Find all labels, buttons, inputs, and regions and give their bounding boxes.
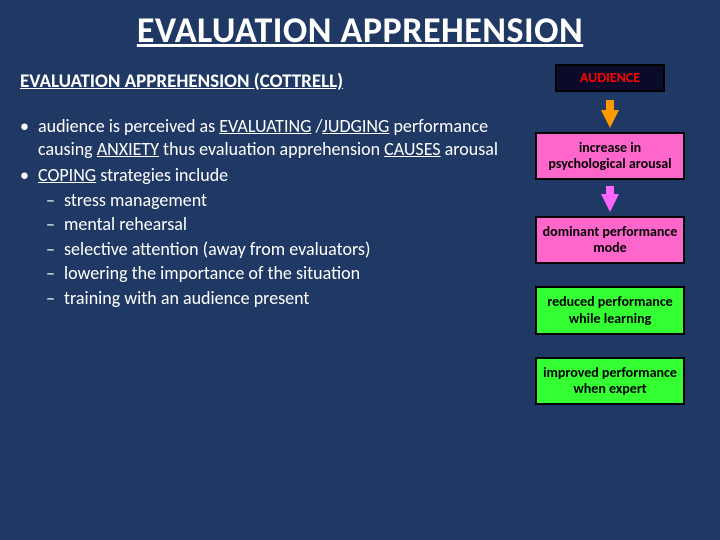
sub-bullet-item: selective attention (away from evaluator… <box>38 238 508 261</box>
bullet-item: COPING strategies include stress managem… <box>20 164 508 309</box>
arrow-down-icon <box>601 194 619 212</box>
body-row: EVALUATION APPREHENSION (COTTRELL) audie… <box>20 58 700 540</box>
diagram-box-dominant: dominant performance mode <box>535 216 685 264</box>
sub-bullet-list: stress management mental rehearsal selec… <box>38 189 508 310</box>
diagram-box-audience: AUDIENCE <box>555 64 665 92</box>
bullet-text: COPING strategies include <box>38 164 228 186</box>
slide: EVALUATION APPREHENSION EVALUATION APPRE… <box>0 0 720 540</box>
bullet-list: audience is perceived as EVALUATING /JUD… <box>20 115 508 309</box>
diagram-box-improved: improved performance when expert <box>535 357 685 405</box>
diagram-column: AUDIENCE increase in psychological arous… <box>520 58 700 540</box>
slide-title: EVALUATION APPREHENSION <box>137 8 583 52</box>
diagram-box-arousal: increase in psychological arousal <box>535 132 685 180</box>
sub-bullet-item: training with an audience present <box>38 287 508 310</box>
arrow-down-icon <box>601 110 619 128</box>
sub-bullet-item: stress management <box>38 189 508 212</box>
bullet-item: audience is perceived as EVALUATING /JUD… <box>20 115 508 160</box>
diagram-box-reduced: reduced performance while learning <box>535 286 685 334</box>
sub-bullet-item: lowering the importance of the situation <box>38 262 508 285</box>
sub-bullet-item: mental rehearsal <box>38 213 508 236</box>
bullet-text: audience is perceived as EVALUATING /JUD… <box>38 115 498 160</box>
left-column: EVALUATION APPREHENSION (COTTRELL) audie… <box>20 58 512 540</box>
subtitle: EVALUATION APPREHENSION (COTTRELL) <box>20 70 508 93</box>
